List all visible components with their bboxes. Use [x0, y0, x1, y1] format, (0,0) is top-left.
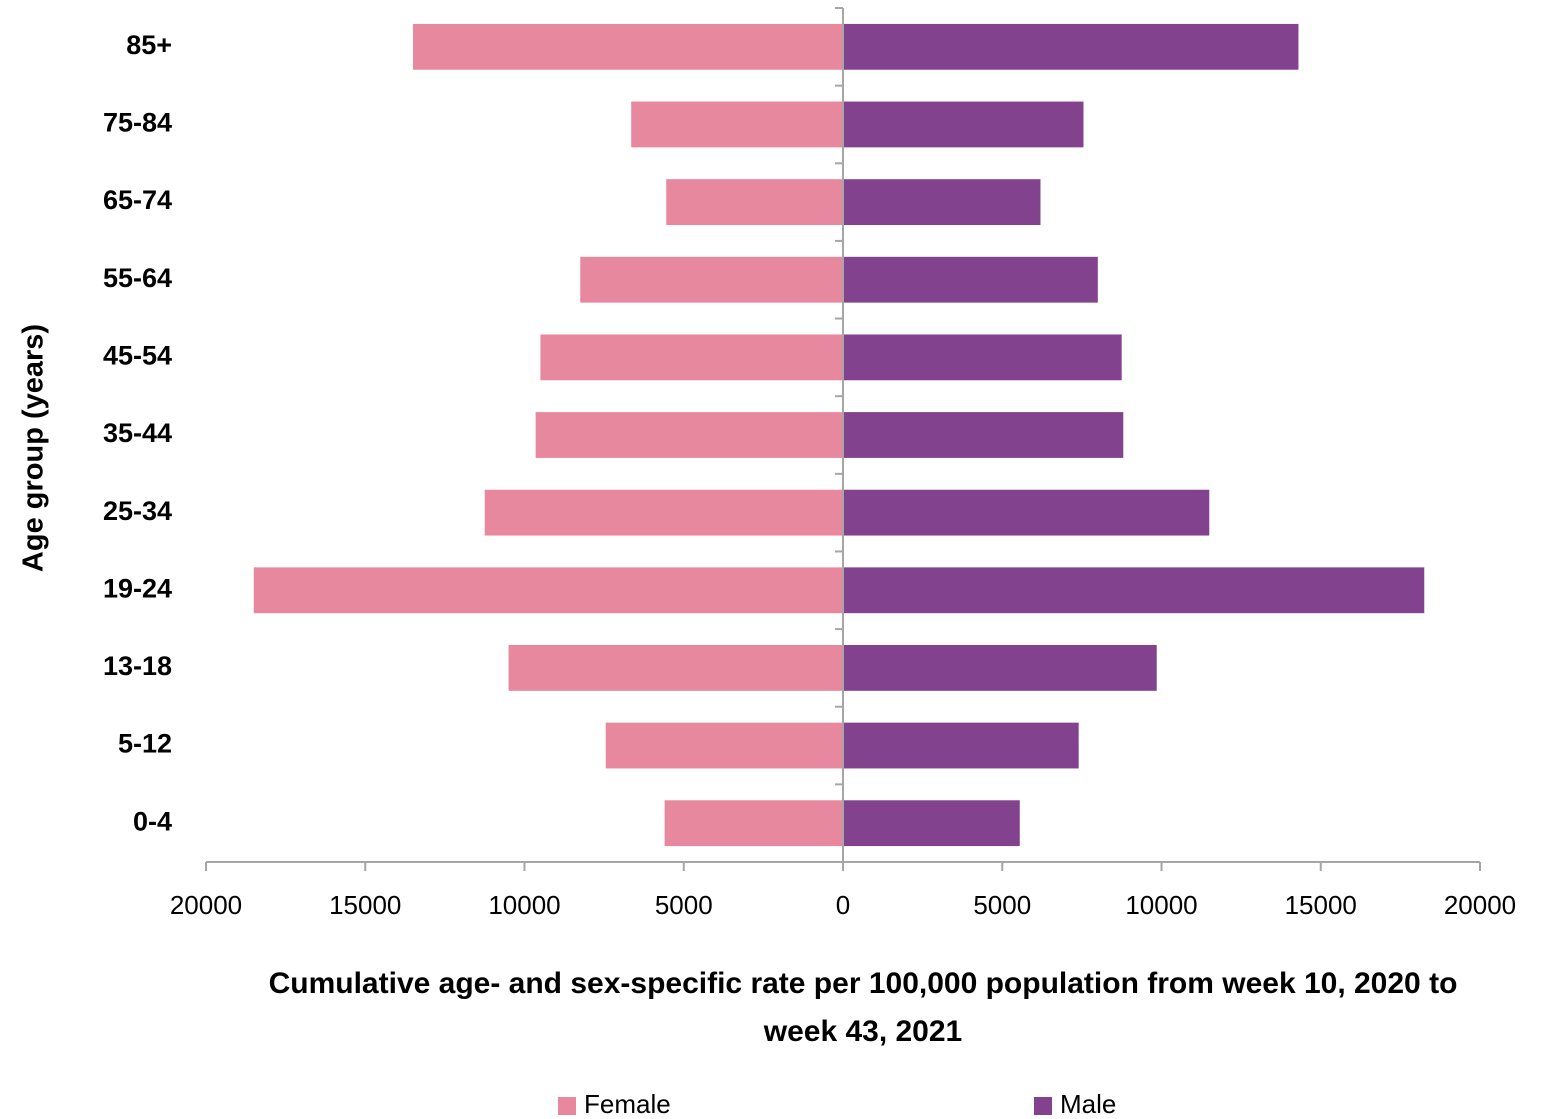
x-tick-label: 10000	[488, 890, 560, 920]
legend-label: Female	[584, 1089, 671, 1119]
bar	[484, 489, 843, 536]
bar	[666, 179, 843, 225]
bar	[843, 722, 1079, 769]
x-axis-title: Cumulative age- and sex-specific rate pe…	[268, 967, 1458, 1048]
x-tick-label: 20000	[170, 890, 242, 920]
y-tick-label: 19-24	[103, 573, 172, 603]
bar	[843, 256, 1098, 303]
y-tick-label: 25-34	[103, 496, 172, 526]
bar	[843, 334, 1122, 381]
x-tick-label: 15000	[1285, 890, 1357, 920]
bar	[843, 23, 1299, 70]
bar	[664, 800, 843, 847]
bar	[253, 567, 843, 614]
y-tick-label: 65-74	[103, 185, 172, 215]
bar	[631, 101, 843, 148]
y-tick-label: 55-64	[103, 263, 172, 293]
y-axis-title: Age group (years)	[18, 324, 50, 572]
y-tick-label: 35-44	[103, 418, 172, 448]
bar	[843, 412, 1124, 458]
x-tick-label: 5000	[655, 890, 713, 920]
bar	[540, 334, 843, 381]
legend-swatch	[558, 1097, 576, 1115]
y-tick-label: 75-84	[103, 108, 172, 138]
y-tick-label: 45-54	[103, 340, 172, 370]
bar	[580, 256, 843, 303]
y-tick-label: 13-18	[103, 651, 172, 681]
bar	[605, 722, 843, 769]
bar	[413, 23, 843, 70]
legend-swatch	[1034, 1097, 1052, 1115]
x-tick-label: 15000	[329, 890, 401, 920]
bar	[843, 645, 1157, 691]
y-tick-label: 0-4	[133, 806, 172, 836]
bar	[843, 567, 1425, 614]
legend-label: Male	[1060, 1089, 1116, 1119]
x-tick-label: 10000	[1125, 890, 1197, 920]
bar	[535, 412, 843, 458]
x-tick-label: 20000	[1444, 890, 1516, 920]
bar	[843, 489, 1210, 536]
bar	[843, 179, 1041, 225]
y-tick-label: 5-12	[118, 729, 172, 759]
x-tick-label: 0	[836, 890, 850, 920]
x-tick-label: 5000	[973, 890, 1031, 920]
bar	[508, 645, 843, 691]
y-tick-label: 85+	[126, 30, 172, 60]
bar	[843, 101, 1084, 148]
bar	[843, 800, 1020, 847]
